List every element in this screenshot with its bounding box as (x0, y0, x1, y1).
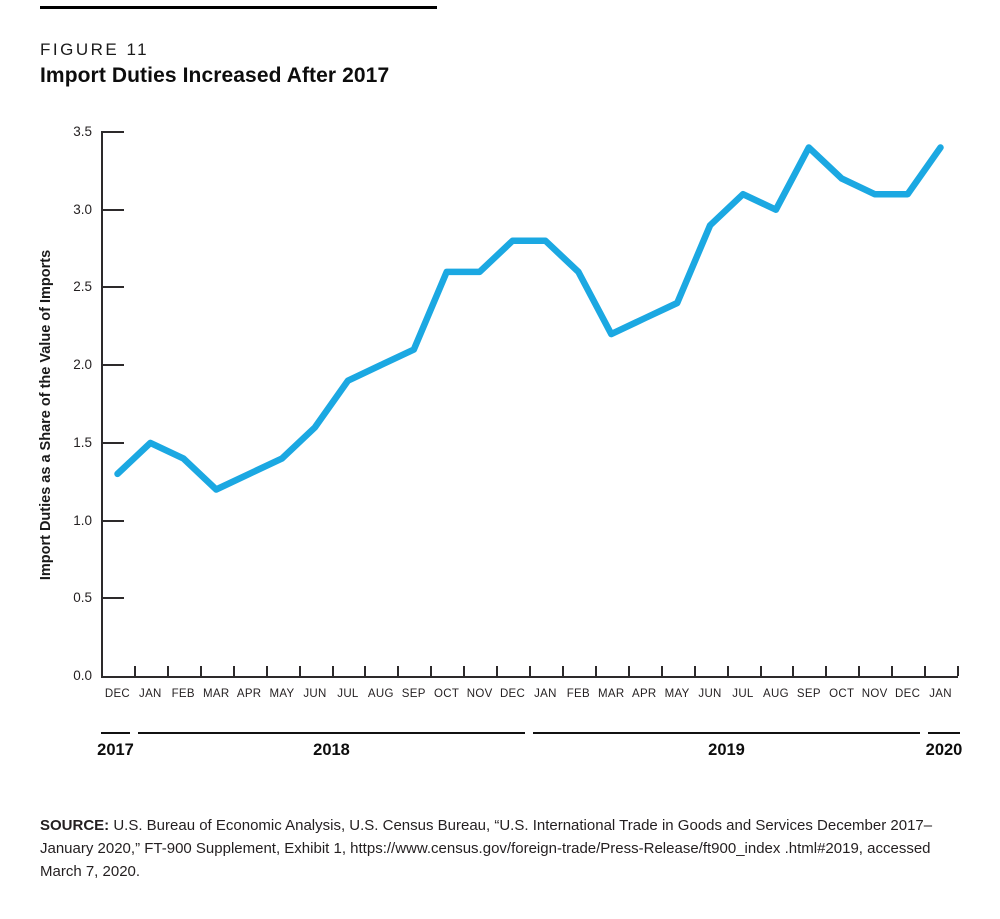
year-rule (137, 732, 525, 734)
month-label: FEB (171, 688, 195, 700)
y-tick (101, 441, 124, 444)
month-label: OCT (434, 688, 460, 700)
month-label: SEP (796, 688, 821, 700)
month-label: JUL (337, 688, 359, 700)
x-tick (397, 666, 400, 676)
x-tick (331, 666, 334, 676)
month-label: JAN (929, 688, 952, 700)
x-tick (693, 666, 696, 676)
x-tick (232, 666, 235, 676)
x-tick (133, 666, 136, 676)
figure-number: FIGURE 11 (40, 40, 150, 59)
figure-title: Import Duties Increased After 2017 (40, 64, 390, 87)
x-tick (924, 666, 927, 676)
x-tick (594, 666, 597, 676)
y-axis (101, 132, 103, 678)
x-tick (364, 666, 367, 676)
month-label: MAR (598, 688, 625, 700)
y-tick-label: 3.5 (73, 124, 92, 139)
y-tick-label: 3.0 (73, 201, 92, 217)
y-tick (101, 364, 124, 367)
month-label: JUL (732, 688, 754, 700)
x-tick (726, 666, 729, 676)
x-tick (891, 666, 894, 676)
month-label: AUG (763, 688, 789, 700)
year-rule (928, 732, 960, 734)
x-axis (101, 676, 958, 678)
figure-top-rule (40, 6, 437, 9)
x-tick (627, 666, 630, 676)
x-tick (199, 666, 202, 676)
y-tick (101, 519, 124, 522)
month-label: NOV (861, 688, 888, 700)
x-tick (660, 666, 663, 676)
x-tick (561, 666, 564, 676)
x-tick (858, 666, 861, 676)
month-label: OCT (829, 688, 855, 700)
y-tick (101, 286, 124, 289)
trend-line (114, 144, 944, 493)
x-tick (957, 666, 959, 676)
y-tick-label: 0.5 (73, 590, 92, 606)
y-tick-label: 2.5 (73, 279, 92, 295)
x-tick (759, 666, 762, 676)
source-note: SOURCE: U.S. Bureau of Economic Analysis… (40, 814, 960, 883)
y-tick-label: 1.5 (73, 434, 92, 450)
x-tick (529, 666, 531, 676)
month-label: DEC (895, 688, 921, 700)
month-label: MAY (664, 688, 690, 700)
y-tick (101, 597, 124, 600)
x-tick (430, 666, 433, 676)
year-label: 2017 (97, 741, 134, 759)
x-tick (298, 666, 301, 676)
x-tick (463, 666, 466, 676)
x-tick (166, 666, 169, 676)
month-label: JUN (303, 688, 327, 700)
month-label: JAN (534, 688, 557, 700)
source-label: SOURCE: (40, 817, 110, 834)
year-label: 2020 (925, 741, 963, 759)
y-tick (101, 131, 124, 133)
month-label: NOV (466, 688, 493, 700)
year-rule (101, 732, 130, 734)
y-tick (101, 208, 124, 211)
month-label: JUN (698, 688, 722, 700)
month-label: FEB (566, 688, 590, 700)
x-tick (496, 666, 499, 676)
month-label: DEC (499, 688, 526, 700)
month-label: AUG (367, 688, 394, 700)
y-tick-label: 2.0 (73, 357, 92, 373)
month-label: MAR (203, 688, 230, 700)
month-label: DEC (104, 688, 131, 700)
x-tick (792, 666, 795, 676)
source-line-2: 2017–January 2020,” FT-900 Supplement, E… (40, 817, 933, 857)
year-label: 2018 (313, 741, 350, 759)
x-tick (265, 666, 268, 676)
month-label: SEP (401, 688, 426, 700)
year-rule (533, 732, 921, 734)
month-label: APR (631, 688, 657, 700)
source-line-1: U.S. Bureau of Economic Analysis, U.S. C… (109, 817, 887, 834)
source-line-3: .html#2019, accessed March 7, 2020. (40, 840, 931, 880)
year-label: 2019 (708, 741, 745, 759)
month-label: JAN (139, 688, 162, 700)
month-label: MAY (269, 688, 295, 700)
x-tick (825, 666, 828, 676)
month-label: APR (236, 688, 262, 700)
y-tick-label: 0.0 (73, 668, 92, 683)
y-axis-title: Import Duties as a Share of the Value of… (38, 249, 54, 581)
y-tick-label: 1.0 (73, 512, 92, 528)
